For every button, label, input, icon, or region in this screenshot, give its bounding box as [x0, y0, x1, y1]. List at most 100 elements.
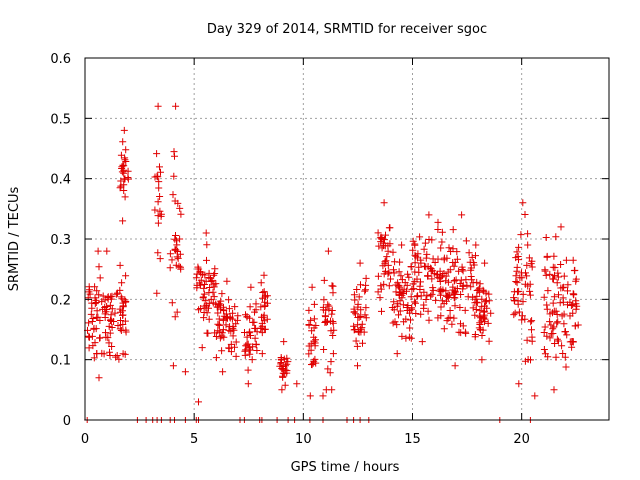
data-point: [232, 320, 240, 328]
data-point: [219, 368, 227, 376]
data-point: [154, 198, 162, 206]
data-point: [445, 244, 453, 252]
data-point: [546, 270, 554, 278]
data-point: [376, 294, 384, 302]
data-point: [462, 276, 470, 284]
data-point: [281, 381, 289, 389]
data-point: [436, 274, 444, 282]
data-point: [437, 303, 445, 311]
data-point: [119, 138, 127, 146]
data-point: [449, 226, 457, 234]
data-point: [459, 282, 467, 290]
data-point: [172, 232, 179, 239]
data-point: [436, 278, 444, 285]
data-point: [411, 268, 419, 276]
data-point: [251, 334, 259, 342]
data-point: [434, 255, 442, 263]
data-point: [417, 256, 425, 264]
data-point: [356, 259, 364, 267]
data-point: [472, 241, 480, 249]
data-point: [411, 241, 419, 249]
data-point: [552, 353, 560, 361]
data-point: [452, 276, 460, 284]
data-point: [101, 296, 109, 304]
data-point: [156, 255, 164, 263]
data-point: [257, 324, 265, 332]
data-point: [394, 281, 402, 289]
data-point: [378, 233, 386, 241]
x-axis-label: GPS time / hours: [291, 460, 400, 475]
data-point: [233, 316, 241, 324]
data-point: [119, 161, 127, 169]
data-point: [511, 297, 519, 305]
data-point: [572, 305, 580, 313]
data-point: [88, 318, 96, 325]
data-point: [215, 321, 223, 329]
data-point: [559, 350, 567, 357]
data-point: [485, 337, 493, 345]
data-point: [546, 318, 554, 326]
data-point: [420, 288, 428, 296]
data-point: [93, 307, 101, 315]
data-point: [540, 346, 548, 353]
data-point: [246, 350, 254, 358]
data-point: [562, 328, 569, 336]
data-point: [252, 340, 260, 348]
data-point: [104, 295, 112, 303]
data-point: [405, 333, 413, 341]
data-point: [519, 199, 527, 207]
data-point: [219, 315, 227, 323]
data-point: [200, 302, 208, 310]
data-point: [427, 265, 435, 273]
data-point: [261, 301, 269, 309]
data-point: [216, 328, 224, 336]
data-point: [116, 184, 124, 192]
data-point: [230, 326, 238, 334]
data-point: [362, 314, 370, 322]
data-point: [124, 174, 132, 181]
data-point: [89, 342, 97, 350]
data-point: [263, 292, 271, 300]
data-point: [207, 274, 214, 282]
data-point: [157, 168, 164, 176]
data-point: [103, 303, 111, 310]
data-point: [455, 267, 463, 275]
data-point: [122, 326, 130, 334]
data-point: [475, 324, 483, 332]
data-point: [121, 317, 129, 325]
x-tick-label: 20: [513, 432, 530, 447]
data-point: [553, 279, 561, 287]
data-point: [258, 319, 266, 327]
data-point: [310, 300, 318, 308]
data-point: [108, 292, 116, 300]
data-point: [443, 254, 451, 262]
data-point: [354, 303, 362, 311]
data-point: [169, 362, 177, 370]
data-point: [437, 244, 445, 252]
data-point: [156, 207, 164, 215]
data-point: [108, 305, 116, 313]
data-point: [382, 257, 390, 265]
data-point: [305, 350, 313, 358]
data-point: [549, 325, 557, 333]
data-point: [574, 321, 582, 329]
data-point: [282, 366, 290, 374]
data-point: [327, 358, 335, 366]
data-point: [263, 315, 271, 323]
y-tick-label: 0.6: [50, 52, 71, 67]
data-point: [481, 307, 488, 315]
data-point: [153, 150, 161, 158]
data-point: [469, 304, 477, 312]
data-point: [308, 327, 316, 335]
data-point: [88, 299, 96, 307]
data-point: [177, 263, 184, 271]
data-point: [426, 264, 434, 272]
data-point: [450, 262, 458, 270]
data-point: [526, 287, 534, 295]
data-point: [229, 332, 237, 340]
data-point: [453, 285, 461, 292]
data-point: [258, 350, 266, 358]
data-point: [510, 294, 518, 302]
data-point: [155, 184, 163, 192]
